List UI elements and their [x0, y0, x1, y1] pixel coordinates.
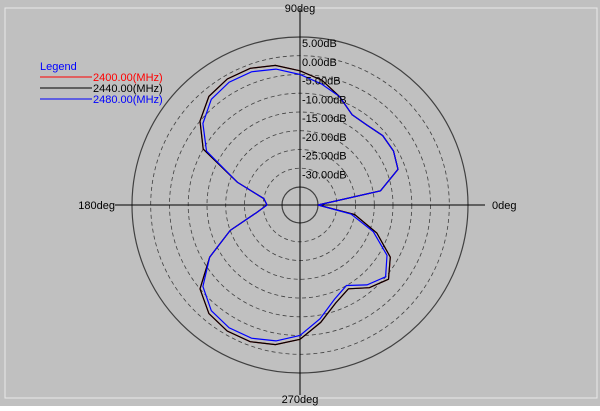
- legend-entry-2: 2440.00(MHz): [93, 83, 163, 95]
- angle-label: 270deg: [282, 394, 319, 406]
- series-line-3: [202, 68, 399, 342]
- radial-tick-label: -15.00dB: [302, 113, 347, 125]
- radial-tick-label: -10.00dB: [302, 94, 347, 106]
- radial-tick-label: -30.00dB: [302, 169, 347, 181]
- plot-area: [4, 7, 598, 399]
- angle-label: 180deg: [78, 200, 115, 212]
- radial-tick-label: -20.00dB: [302, 132, 347, 144]
- legend-title: Legend: [40, 61, 77, 73]
- radial-tick-label: -5.00dB: [302, 76, 341, 88]
- legend-entry-1: 2400.00(MHz): [93, 72, 163, 84]
- legend-entry-3: 2480.00(MHz): [93, 94, 163, 106]
- radial-tick-label: -25.00dB: [302, 151, 347, 163]
- angle-label: 90deg: [285, 3, 316, 15]
- radial-tick-label: 5.00dB: [302, 38, 337, 50]
- angle-label: 0deg: [492, 200, 516, 212]
- radial-tick-label: 0.00dB: [302, 57, 337, 69]
